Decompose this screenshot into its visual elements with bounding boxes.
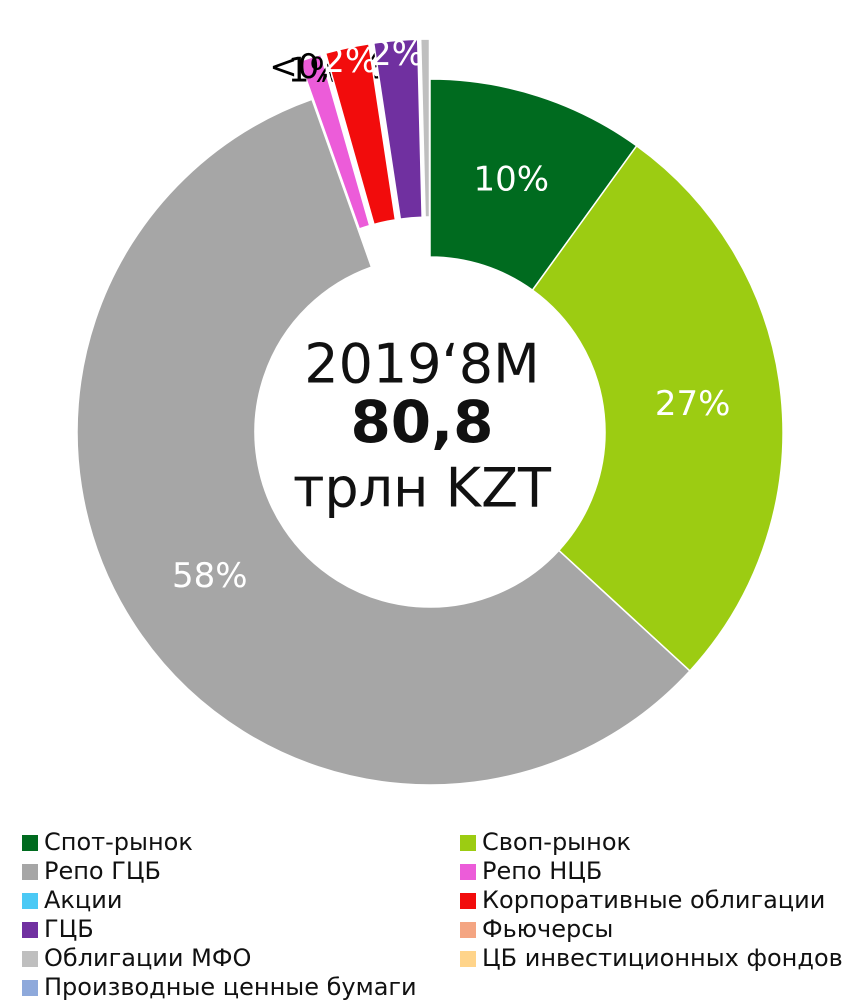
slice-label: 27%	[655, 384, 731, 424]
donut-slice	[372, 38, 423, 220]
donut-slice	[531, 144, 784, 673]
legend-label: Репо ГЦБ	[44, 857, 161, 885]
legend-label: ЦБ инвестиционных фондов	[482, 944, 843, 972]
legend-label: Репо НЦБ	[482, 857, 602, 885]
legend-swatch	[22, 951, 38, 967]
legend-swatch	[460, 864, 476, 880]
center-total: 80,8	[350, 388, 493, 456]
legend-label: Акции	[44, 886, 122, 914]
legend-swatch	[22, 893, 38, 909]
center-period: 2019‘8M	[304, 333, 540, 396]
legend-swatch	[460, 893, 476, 909]
legend-label: Фьючерсы	[482, 915, 613, 943]
donut-slice	[321, 52, 373, 227]
legend-label: ГЦБ	[44, 915, 94, 943]
center-unit: трлн KZT	[293, 457, 552, 520]
slice-label: 2%	[370, 34, 424, 74]
legend-label: Корпоративные облигации	[482, 886, 825, 914]
slice-label: 58%	[172, 556, 248, 596]
legend-swatch	[22, 980, 38, 996]
legend-label: Облигации МФО	[44, 944, 251, 972]
legend-swatch	[22, 835, 38, 851]
legend-swatch	[22, 864, 38, 880]
donut-slice	[324, 43, 397, 226]
legend-swatch	[22, 922, 38, 938]
legend-swatch	[460, 835, 476, 851]
donut-slice	[76, 98, 691, 786]
legend-label: Производные ценные бумаги	[44, 973, 417, 1001]
donut-slice	[419, 38, 431, 218]
slice-label: 10%	[473, 159, 549, 199]
legend-label: Своп-рынок	[482, 828, 631, 856]
donut-slice	[298, 53, 371, 230]
legend-swatch	[460, 922, 476, 938]
legend-label: Спот-рынок	[44, 828, 193, 856]
donut-slice	[429, 78, 638, 292]
slice-label: 2%	[323, 41, 377, 81]
legend-swatch	[460, 951, 476, 967]
